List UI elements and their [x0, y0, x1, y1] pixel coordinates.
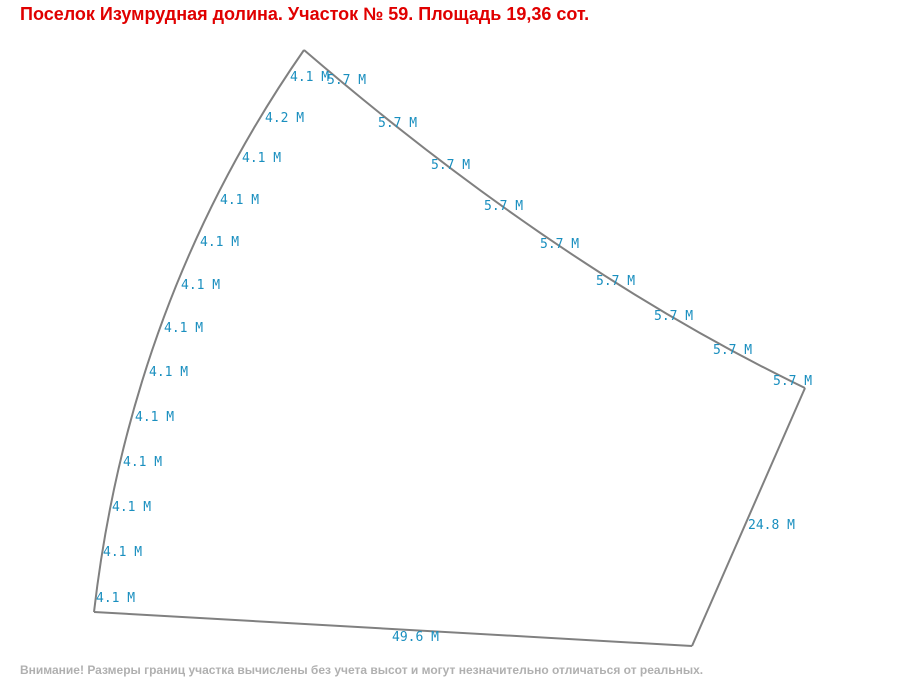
arc-top-boundary [303, 49, 806, 389]
dimension-label: 4.1 М [96, 591, 135, 606]
dimension-label-right: 24.8 М [748, 518, 795, 533]
dimension-label-bottom: 49.6 М [392, 630, 439, 645]
dimension-label: 5.7 М [596, 274, 635, 289]
dimension-label: 4.1 М [242, 151, 281, 166]
dimension-label: 5.7 М [654, 309, 693, 324]
bottom-boundary [93, 611, 693, 647]
dimension-label: 4.1 М [112, 500, 151, 515]
dimension-label: 5.7 М [327, 73, 366, 88]
dimension-label: 5.7 М [484, 199, 523, 214]
dimension-label: 4.2 М [265, 111, 304, 126]
disclaimer-note: Внимание! Размеры границ участка вычисле… [20, 663, 704, 677]
dimension-label: 4.1 М [220, 193, 259, 208]
dimension-label: 5.7 М [378, 116, 417, 131]
dimension-label: 5.7 М [773, 374, 812, 389]
dimension-label: 4.1 М [200, 235, 239, 250]
dimension-label: 4.1 М [135, 410, 174, 425]
arc-left-boundary [93, 49, 305, 613]
right-boundary [691, 387, 806, 647]
dimension-label: 4.1 М [149, 365, 188, 380]
dimension-label: 5.7 М [540, 237, 579, 252]
dimension-label: 4.1 М [123, 455, 162, 470]
dimension-label: 5.7 М [713, 343, 752, 358]
dimension-label: 5.7 М [431, 158, 470, 173]
dimension-label: 4.1 М [290, 70, 329, 85]
dimension-label: 4.1 М [103, 545, 142, 560]
dimension-label: 4.1 М [164, 321, 203, 336]
dimension-label: 4.1 М [181, 278, 220, 293]
plot-title: Поселок Изумрудная долина. Участок № 59.… [20, 4, 590, 24]
